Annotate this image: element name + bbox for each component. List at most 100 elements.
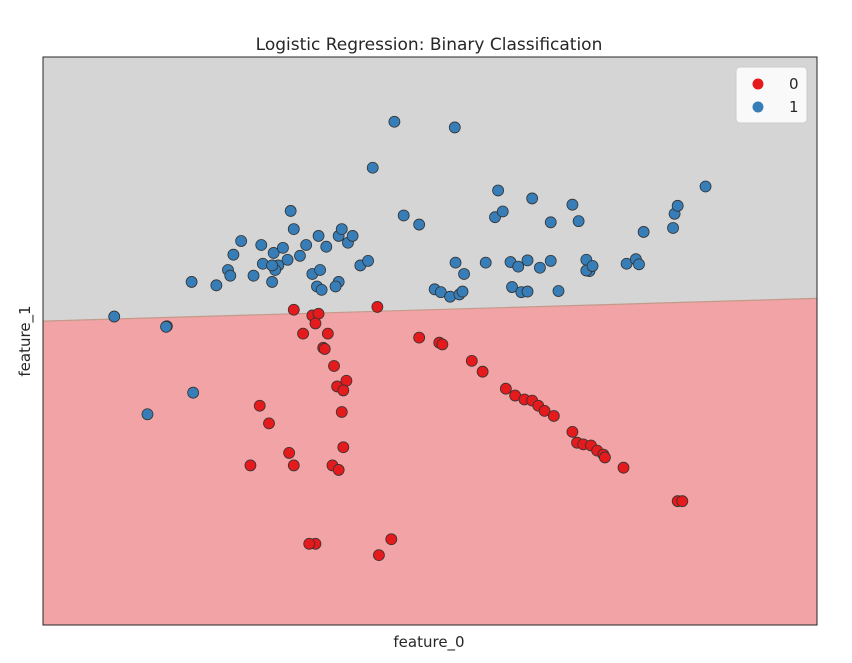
point-class-1-34 xyxy=(266,276,279,288)
point-class-0-30 xyxy=(476,365,489,378)
point-class-0-24 xyxy=(385,533,398,546)
point-class-1-58 xyxy=(160,320,172,333)
point-class-1-7 xyxy=(284,205,297,217)
point-class-1-28 xyxy=(312,230,325,242)
clipped-heading-remnant xyxy=(335,0,515,6)
legend-label-class-1: 1 xyxy=(789,98,799,116)
point-class-0-38 xyxy=(566,425,579,438)
point-class-0-47 xyxy=(676,495,689,508)
point-class-1-73 xyxy=(315,283,328,296)
point-class-1-2 xyxy=(366,161,379,174)
point-class-1-64 xyxy=(108,310,121,323)
point-class-1-79 xyxy=(456,285,469,298)
point-class-0-36 xyxy=(538,404,551,417)
point-class-0-16 xyxy=(337,441,350,454)
point-class-1-70 xyxy=(281,253,294,266)
point-class-1-46 xyxy=(521,254,534,267)
point-class-0-15 xyxy=(263,417,275,430)
point-class-0-37 xyxy=(547,410,560,422)
point-class-1-23 xyxy=(255,239,268,251)
point-class-0-4 xyxy=(371,301,384,313)
point-class-1-4 xyxy=(526,192,539,205)
point-class-1-62 xyxy=(141,408,154,421)
point-class-1-19 xyxy=(185,276,198,288)
point-class-1-1 xyxy=(448,121,461,134)
point-class-1-12 xyxy=(496,205,509,218)
plot-frame xyxy=(42,56,818,626)
point-class-0-17 xyxy=(244,459,257,472)
point-class-1-16 xyxy=(667,222,679,234)
point-class-1-14 xyxy=(572,215,585,228)
point-class-1-74 xyxy=(329,280,342,293)
point-class-1-40 xyxy=(362,255,374,267)
point-class-0-25 xyxy=(373,549,385,562)
point-class-0-21 xyxy=(332,464,345,476)
point-class-1-26 xyxy=(277,241,289,254)
point-class-0-3 xyxy=(309,317,322,330)
point-class-1-47 xyxy=(534,261,546,274)
point-class-1-18 xyxy=(671,199,684,212)
point-class-1-54 xyxy=(506,281,518,293)
point-class-1-27 xyxy=(300,239,313,251)
point-class-1-63 xyxy=(187,386,200,399)
point-class-0-23 xyxy=(303,537,316,550)
point-class-1-66 xyxy=(224,269,237,282)
point-class-1-67 xyxy=(247,269,260,282)
point-class-1-31 xyxy=(335,223,348,236)
point-class-1-37 xyxy=(314,264,326,276)
point-class-1-21 xyxy=(227,248,240,261)
point-class-0-45 xyxy=(617,461,630,474)
point-class-1-29 xyxy=(320,240,333,253)
point-class-0-28 xyxy=(436,338,449,351)
legend-label-class-0: 0 xyxy=(789,75,799,93)
point-class-0-44 xyxy=(599,451,611,464)
point-class-0-19 xyxy=(287,459,300,472)
legend-marker-class-0 xyxy=(752,78,764,90)
point-class-1-6 xyxy=(699,180,712,193)
point-class-0-26 xyxy=(413,331,426,344)
point-class-0-12 xyxy=(337,384,350,397)
point-class-1-0 xyxy=(388,115,401,128)
point-class-0-5 xyxy=(297,327,309,340)
point-class-0-14 xyxy=(253,399,266,412)
point-class-0-8 xyxy=(318,343,331,355)
point-class-1-15 xyxy=(637,226,650,238)
point-class-1-22 xyxy=(235,235,248,247)
point-class-0-29 xyxy=(465,354,478,367)
point-class-1-24 xyxy=(267,247,280,259)
point-class-0-6 xyxy=(321,327,334,340)
point-class-1-45 xyxy=(512,260,525,273)
point-class-1-56 xyxy=(521,285,534,298)
point-class-0-31 xyxy=(499,382,512,395)
plot-area xyxy=(43,57,817,625)
point-class-1-33 xyxy=(346,230,359,242)
scatter-points xyxy=(108,115,712,562)
point-class-1-9 xyxy=(397,209,410,222)
point-class-0-13 xyxy=(335,406,348,418)
point-class-0-0 xyxy=(287,303,300,316)
x-axis-label: feature_0 xyxy=(393,633,464,652)
legend-marker-class-1 xyxy=(752,101,764,113)
point-class-1-3 xyxy=(492,184,505,197)
point-class-1-61 xyxy=(586,260,599,272)
point-class-1-59 xyxy=(552,285,565,297)
decision-boundary-line xyxy=(43,297,817,322)
point-class-1-53 xyxy=(633,258,645,271)
point-class-1-76 xyxy=(434,286,447,299)
point-class-1-69 xyxy=(266,259,279,272)
point-class-1-13 xyxy=(544,216,557,229)
point-class-1-8 xyxy=(287,223,300,236)
point-class-1-10 xyxy=(413,218,426,231)
point-class-1-71 xyxy=(294,249,306,262)
point-class-0-18 xyxy=(283,446,296,459)
point-class-1-65 xyxy=(210,279,223,292)
legend: 0 1 xyxy=(735,66,808,124)
point-class-1-48 xyxy=(544,255,557,267)
decision-region-class-0 xyxy=(43,298,817,625)
y-axis-label: feature_1 xyxy=(16,305,35,376)
point-class-1-43 xyxy=(479,256,492,269)
point-class-1-5 xyxy=(566,198,579,211)
chart-title: Logistic Regression: Binary Classificati… xyxy=(256,35,603,55)
point-class-1-42 xyxy=(458,268,470,280)
